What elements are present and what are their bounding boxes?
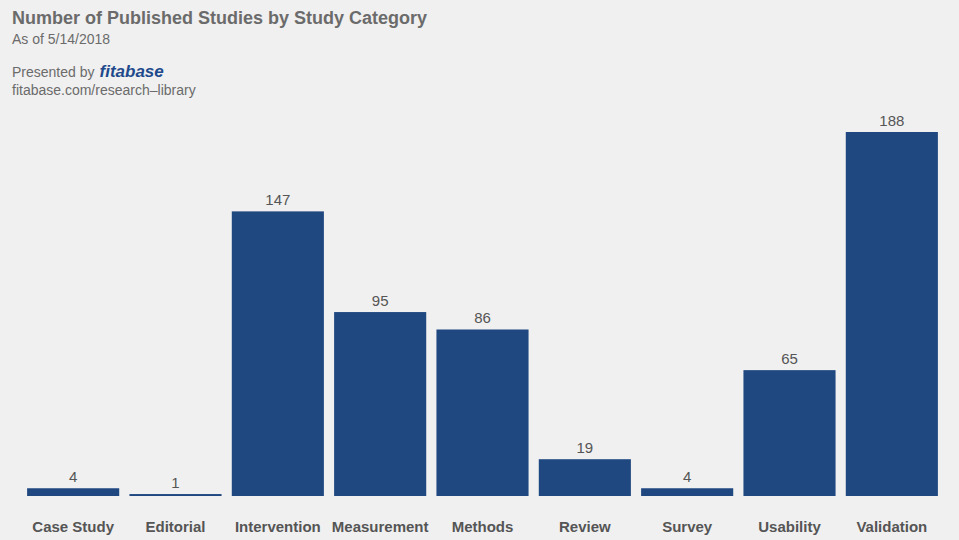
chart: Number of Published Studies by Study Cat… [0,0,959,540]
x-tick-label: Case Study [32,518,114,535]
bar [129,494,221,496]
bar [27,488,119,496]
bar [436,329,528,496]
logo-text: fitabase [100,62,164,81]
x-tick-label: Intervention [235,518,321,535]
bar [743,370,835,496]
bars [27,132,938,496]
labels: 4 Case Study 1 Editorial 147 Intervention 95 Me… [32,112,927,535]
url: fitabase.com/research–library [12,82,196,98]
x-tick-label: Validation [856,518,927,535]
data-label: 147 [265,191,290,208]
data-label: 4 [683,468,691,485]
subtitle: As of 5/14/2018 [12,31,110,47]
x-tick-label: Measurement [332,518,429,535]
x-tick-label: Survey [662,518,713,535]
background [0,0,959,540]
x-tick-label: Review [559,518,611,535]
data-label: 86 [474,309,491,326]
x-tick-label: Usability [758,518,821,535]
bar [641,488,733,496]
data-label: 95 [372,292,389,309]
data-label: 19 [576,439,593,456]
data-label: 65 [781,350,798,367]
data-label: 1 [171,474,179,491]
x-tick-label: Methods [452,518,514,535]
presented-by: Presented by [12,64,95,80]
x-tick-label: Editorial [145,518,205,535]
bar [334,312,426,496]
bar [232,211,324,496]
data-label: 4 [69,468,77,485]
data-label: 188 [879,112,904,129]
title: Number of Published Studies by Study Cat… [12,8,427,28]
bar [846,132,938,496]
bar [539,459,631,496]
